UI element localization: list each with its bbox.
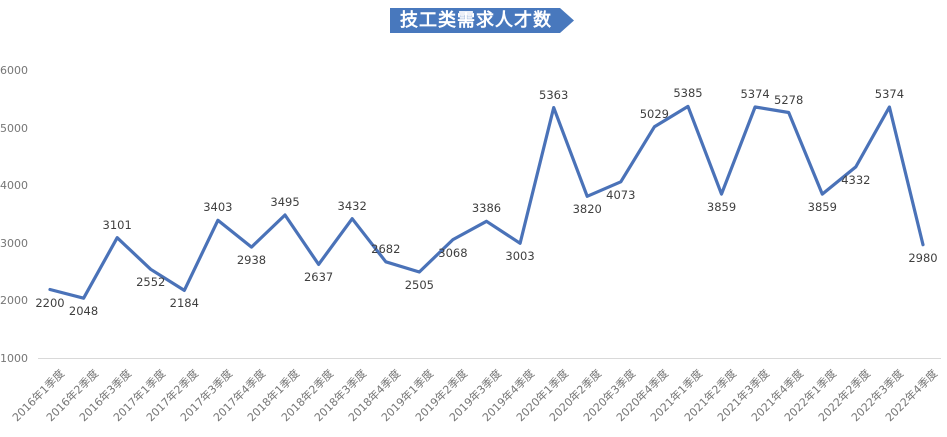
data-label: 4332 — [841, 172, 871, 187]
data-label: 3859 — [706, 200, 737, 215]
data-label: 2184 — [169, 296, 199, 311]
data-label: 3495 — [270, 195, 300, 210]
data-label: 5374 — [740, 86, 770, 101]
data-label: 5278 — [774, 92, 804, 107]
data-label: 2048 — [68, 304, 99, 319]
data-label: 3859 — [807, 200, 837, 215]
data-label: 3386 — [471, 201, 502, 216]
data-label: 3101 — [102, 217, 132, 232]
data-label: 3820 — [572, 202, 602, 217]
y-tick-label: 1000 — [0, 351, 28, 365]
data-label: 2200 — [35, 295, 65, 310]
y-tick-label: 5000 — [0, 121, 28, 135]
data-label: 2505 — [404, 277, 434, 292]
data-label: 5385 — [673, 86, 703, 101]
data-label: 5029 — [639, 106, 670, 121]
data-label: 2938 — [236, 253, 267, 268]
y-tick-label: 4000 — [0, 179, 28, 192]
y-tick-label: 6000 — [0, 64, 28, 77]
series-line — [48, 104, 925, 300]
chart-title-banner: 技工类需求人才数 — [390, 8, 574, 33]
y-tick-label: 2000 — [0, 294, 28, 307]
data-label: 3403 — [203, 200, 233, 215]
data-label: 2637 — [303, 270, 334, 285]
chart-title: 技工类需求人才数 — [400, 10, 552, 31]
y-tick-label: 3000 — [0, 236, 28, 250]
data-label: 2552 — [136, 275, 166, 290]
data-label: 3068 — [438, 245, 468, 260]
data-label: 2980 — [908, 250, 938, 265]
data-label: 5374 — [874, 86, 905, 101]
data-label: 4073 — [606, 187, 636, 202]
data-label: 5363 — [539, 87, 569, 102]
data-label: 2682 — [371, 241, 401, 256]
data-label: 3003 — [505, 249, 535, 264]
data-label: 3432 — [337, 198, 367, 213]
